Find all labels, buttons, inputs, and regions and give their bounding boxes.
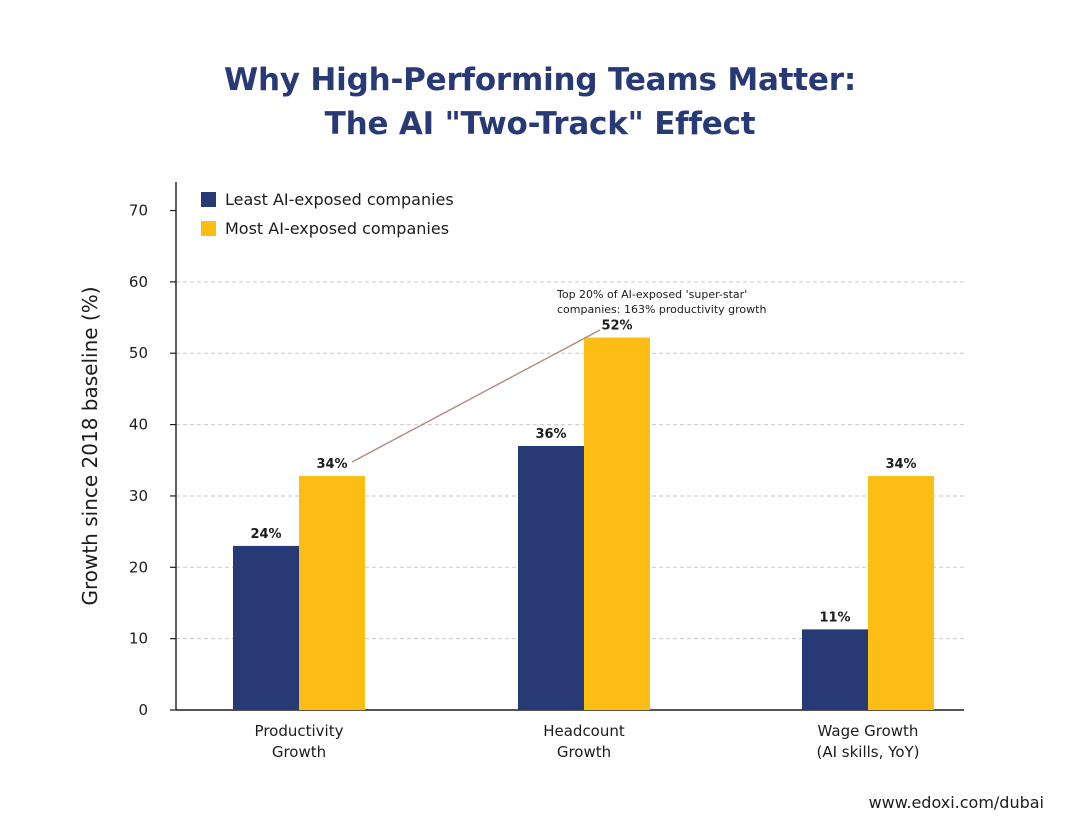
- annotation-text: companies: 163% productivity growth: [557, 303, 766, 316]
- bar: [233, 545, 299, 710]
- legend-label: Most AI-exposed companies: [225, 219, 449, 238]
- data-label: 52%: [601, 319, 632, 334]
- data-label: 36%: [535, 427, 566, 442]
- y-tick-label: 70: [129, 202, 148, 220]
- chart-title-line-1: Why High-Performing Teams Matter:: [223, 62, 857, 98]
- legend-label: Least AI-exposed companies: [225, 190, 454, 209]
- chart-title-line-2: The AI "Two-Track" Effect: [324, 106, 756, 142]
- y-tick-label: 20: [129, 558, 148, 576]
- bar: [518, 446, 584, 710]
- x-tick-label: (AI skills, YoY): [816, 743, 919, 761]
- y-tick-label: 60: [129, 273, 148, 291]
- y-tick-label: 0: [138, 701, 148, 719]
- bar: [299, 475, 365, 710]
- bar: [868, 475, 934, 710]
- data-label: 24%: [250, 527, 281, 542]
- y-tick-label: 30: [129, 487, 148, 505]
- x-tick-label: Productivity: [255, 722, 344, 740]
- bar: [802, 629, 868, 710]
- annotation-text: Top 20% of AI-exposed 'super-star': [556, 288, 747, 301]
- y-tick-label: 10: [129, 630, 148, 648]
- data-label: 34%: [885, 457, 916, 472]
- y-tick-label: 40: [129, 416, 148, 434]
- data-label: 11%: [819, 610, 850, 625]
- annotation-line: [351, 329, 601, 463]
- x-tick-label: Headcount: [543, 722, 625, 740]
- legend-swatch: [201, 221, 216, 236]
- x-tick-label: Wage Growth: [818, 722, 919, 740]
- bar: [584, 337, 650, 710]
- x-tick-label: Growth: [272, 743, 326, 761]
- footer-url: www.edoxi.com/dubai: [868, 793, 1044, 812]
- y-axis-label: Growth since 2018 baseline (%): [78, 286, 102, 605]
- chart-title: Why High-Performing Teams Matter: The AI…: [0, 58, 1080, 146]
- x-tick-label: Growth: [557, 743, 611, 761]
- data-label: 34%: [316, 457, 347, 472]
- legend-swatch: [201, 192, 216, 207]
- y-tick-label: 50: [129, 344, 148, 362]
